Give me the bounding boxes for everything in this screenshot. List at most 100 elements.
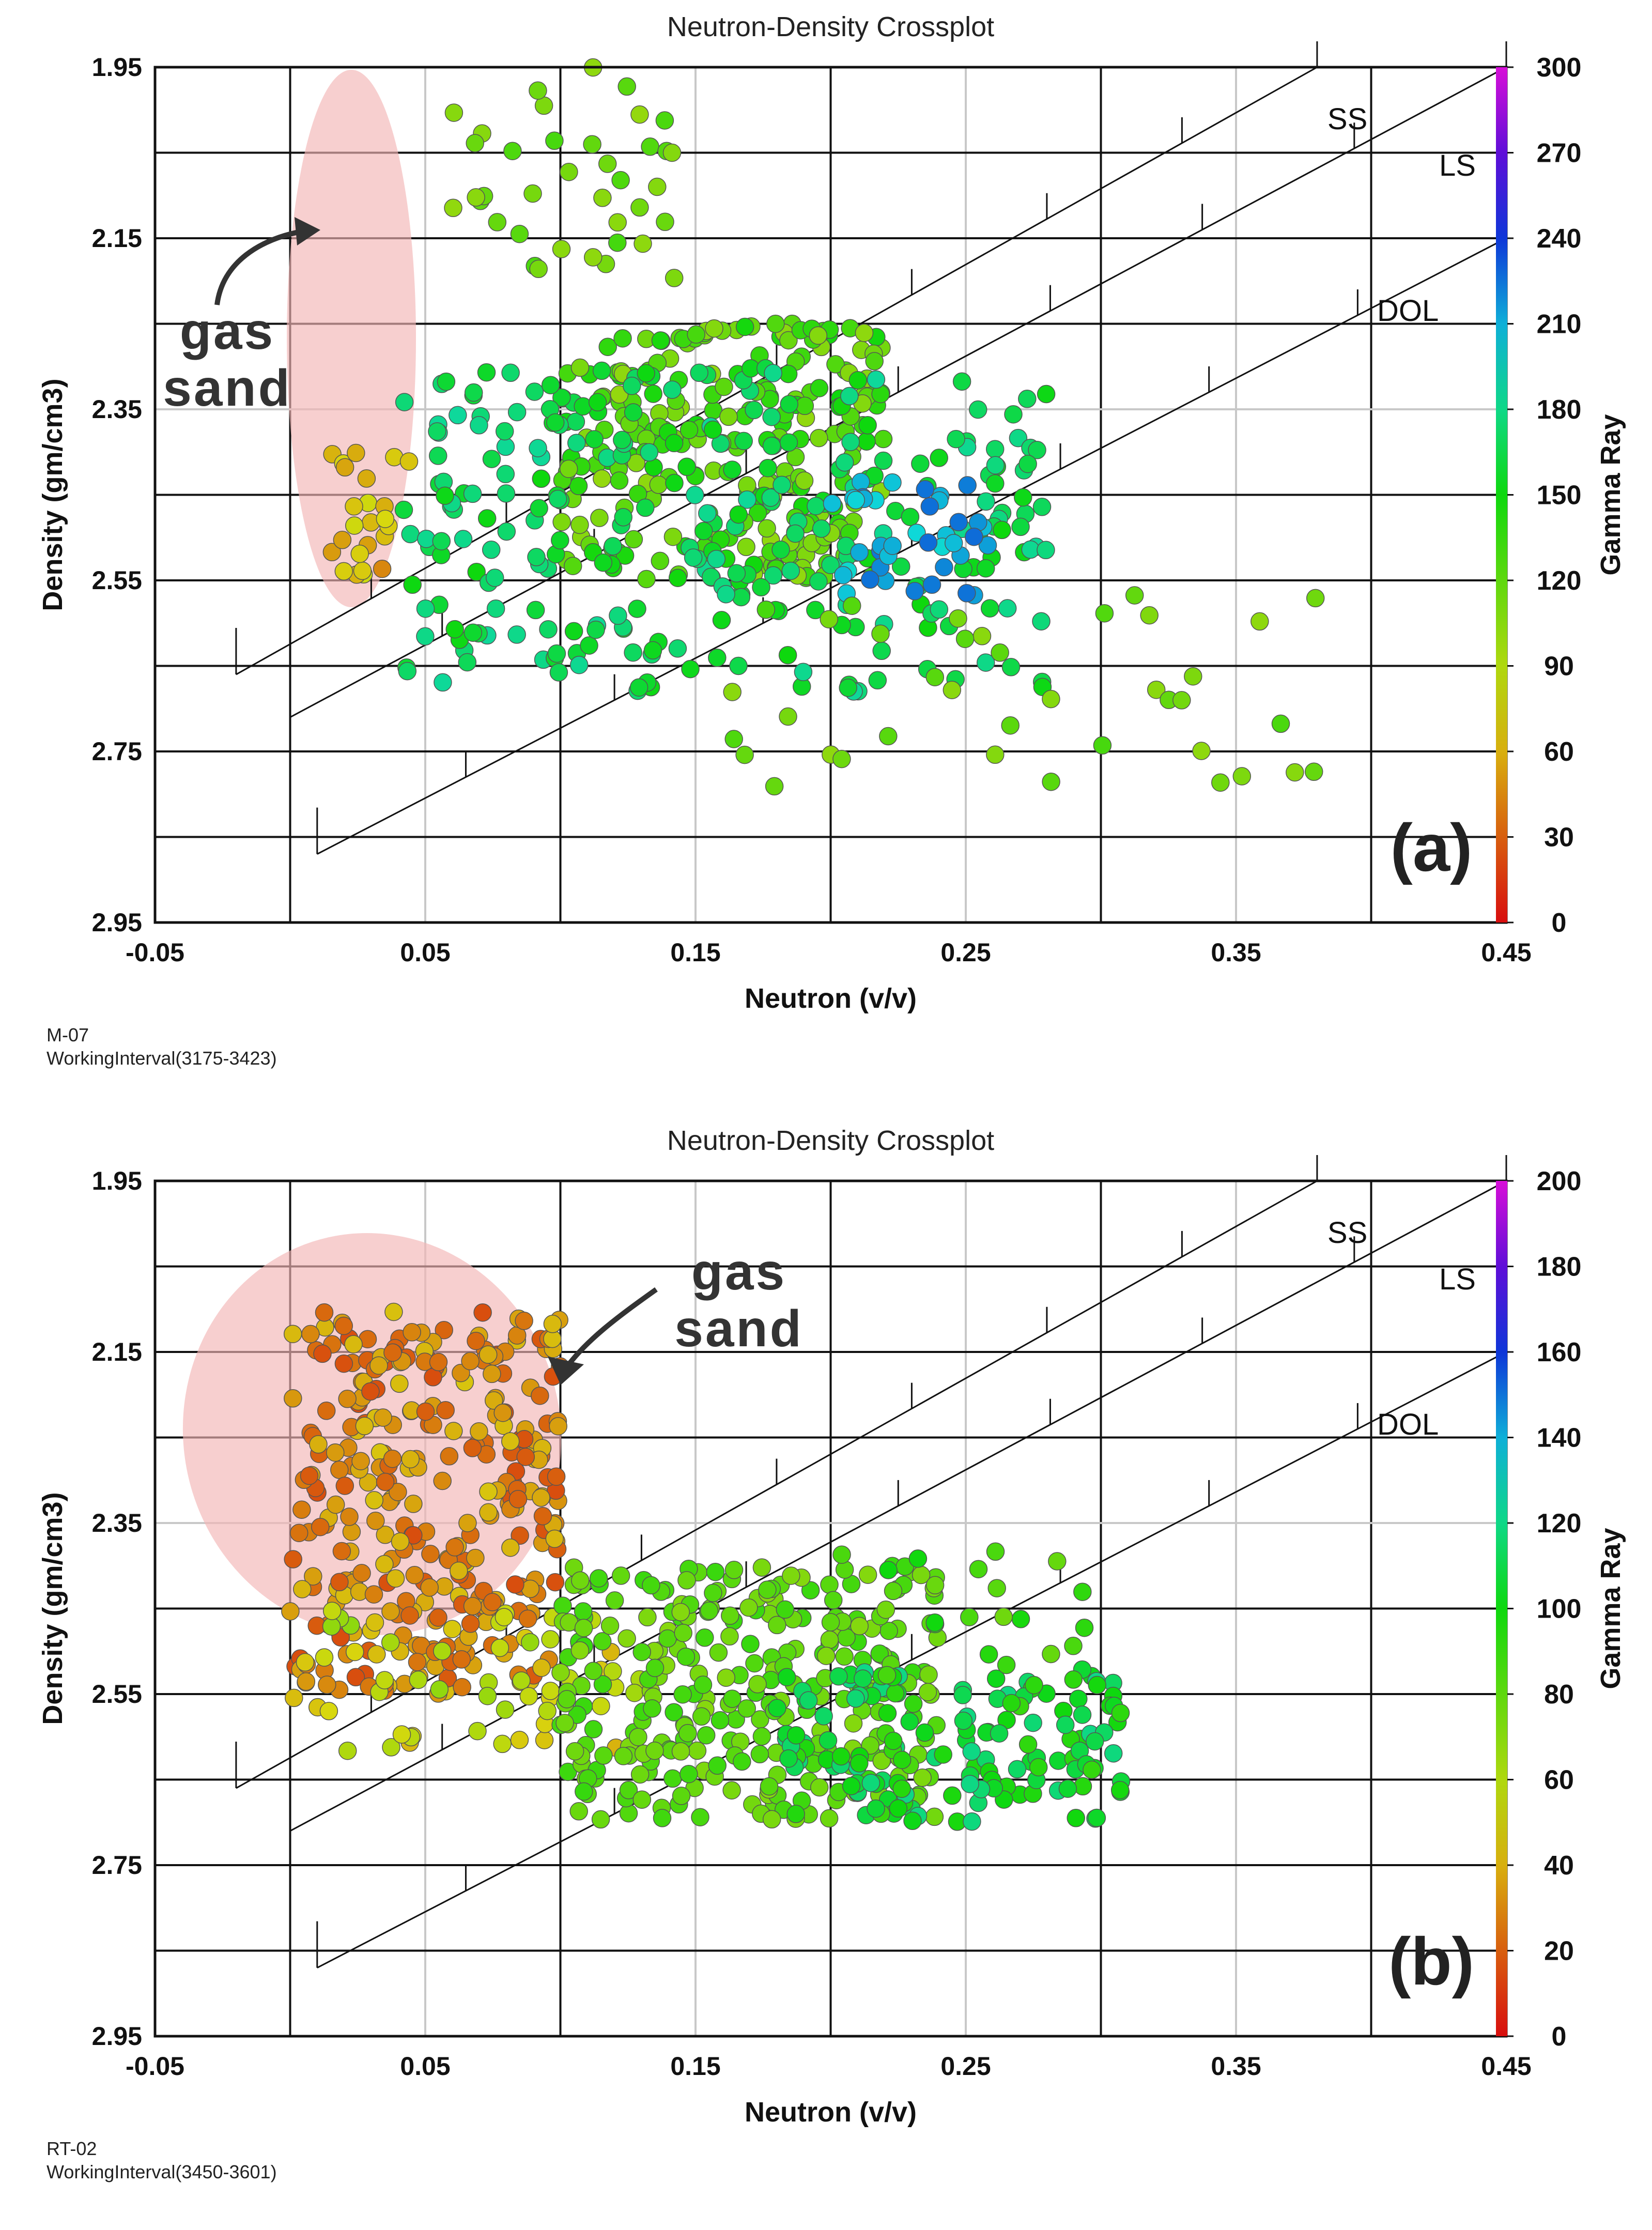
scatter-point xyxy=(420,1578,439,1597)
scatter-point xyxy=(510,1731,529,1749)
scatter-point xyxy=(801,1581,820,1600)
scatter-point xyxy=(400,1606,419,1625)
colorbar-tick-label: 240 xyxy=(1537,224,1582,254)
scatter-point xyxy=(304,1567,322,1586)
scatter-point xyxy=(867,1799,885,1818)
scatter-point xyxy=(584,1662,603,1680)
scatter-point xyxy=(445,620,464,639)
scatter-point xyxy=(868,671,887,690)
scatter-point xyxy=(511,1526,529,1545)
scatter-point xyxy=(340,1508,359,1526)
scatter-point xyxy=(1069,1689,1088,1708)
scatter-point xyxy=(593,469,611,488)
scatter-point xyxy=(771,540,790,559)
scatter-point xyxy=(824,1591,843,1610)
scatter-point xyxy=(532,469,551,488)
scatter-points xyxy=(281,1302,1131,1831)
scatter-point xyxy=(381,1633,400,1652)
scatter-point xyxy=(891,557,910,576)
scatter-point xyxy=(624,530,643,549)
scatter-point xyxy=(495,422,514,441)
scatter-point xyxy=(515,1312,533,1330)
scatter-point xyxy=(651,551,670,571)
scatter-point xyxy=(858,416,877,435)
scatter-point xyxy=(454,530,473,548)
scatter-point xyxy=(473,1303,492,1322)
scatter-point xyxy=(483,1593,502,1611)
scatter-point xyxy=(704,1583,722,1603)
scatter-point xyxy=(1140,606,1159,625)
scatter-point xyxy=(604,1662,622,1681)
x-tick-label: 0.05 xyxy=(400,938,450,967)
annotation-arrow xyxy=(561,1287,658,1374)
scatter-point xyxy=(653,1809,672,1827)
scatter-point xyxy=(512,1671,531,1690)
scatter-point xyxy=(479,1503,498,1522)
colorbar-tick-label: 180 xyxy=(1537,1252,1582,1282)
scatter-point xyxy=(575,1782,593,1801)
scatter-point xyxy=(501,1432,520,1451)
scatter-point xyxy=(293,1580,312,1598)
scatter-point xyxy=(367,1645,386,1664)
scatter-point xyxy=(697,1726,716,1745)
scatter-point xyxy=(786,1726,806,1745)
scatter-point xyxy=(687,325,705,344)
scatter-point xyxy=(947,429,965,449)
scatter-point xyxy=(1025,1675,1043,1695)
scatter-point xyxy=(390,1374,409,1393)
scatter-point xyxy=(677,457,696,476)
scatter-point xyxy=(434,673,452,692)
scatter-point xyxy=(1029,1758,1048,1777)
annotation-gas: gas xyxy=(691,1243,786,1301)
scatter-point xyxy=(1083,1760,1101,1779)
scatter-point xyxy=(886,1684,905,1703)
scatter-point xyxy=(874,429,893,449)
scatter-point xyxy=(547,1467,566,1486)
scatter-point xyxy=(904,1694,923,1713)
scatter-point xyxy=(721,1606,739,1625)
scatter-point xyxy=(592,1697,610,1715)
arrow-head xyxy=(295,217,320,245)
scatter-point xyxy=(283,1325,302,1343)
scatter-point xyxy=(366,1512,385,1530)
scatter-point xyxy=(470,416,488,435)
y-axis-label: Density (gm/cm3) xyxy=(37,1492,68,1725)
scatter-point xyxy=(583,135,601,153)
scatter-point xyxy=(461,1614,480,1633)
scatter-point xyxy=(332,1542,351,1561)
scatter-point xyxy=(723,460,742,479)
scatter-point xyxy=(645,1658,665,1678)
scatter-point xyxy=(461,1351,480,1371)
scatter-point xyxy=(1008,1760,1027,1779)
scatter-point xyxy=(569,1802,588,1821)
scatter-point xyxy=(850,1754,869,1773)
scatter-point xyxy=(319,1702,338,1720)
scatter-point xyxy=(958,476,977,495)
scatter-point xyxy=(1306,589,1325,608)
scatter-point xyxy=(752,1727,771,1746)
scatter-point xyxy=(1111,1703,1130,1723)
scatter-point xyxy=(546,413,565,432)
scatter-point xyxy=(496,465,515,484)
scatter-point xyxy=(758,1580,777,1599)
scatter-point xyxy=(623,376,641,395)
scatter-point xyxy=(671,1603,690,1622)
scatter-point xyxy=(541,1682,560,1700)
scatter-point xyxy=(817,1647,836,1665)
scatter-point xyxy=(823,494,842,513)
scatter-point xyxy=(727,564,746,583)
scatter-point xyxy=(1024,1713,1042,1732)
x-tick-label: 0.05 xyxy=(400,2052,450,2081)
scatter-point xyxy=(922,575,941,594)
scatter-point xyxy=(1250,612,1269,631)
scatter-point xyxy=(529,81,547,100)
scatter-point xyxy=(569,476,588,496)
scatter-point xyxy=(525,382,544,401)
scatter-point xyxy=(903,1811,922,1831)
scatter-point xyxy=(1147,680,1166,699)
scatter-point xyxy=(297,1672,316,1691)
scatter-point xyxy=(692,1707,711,1726)
